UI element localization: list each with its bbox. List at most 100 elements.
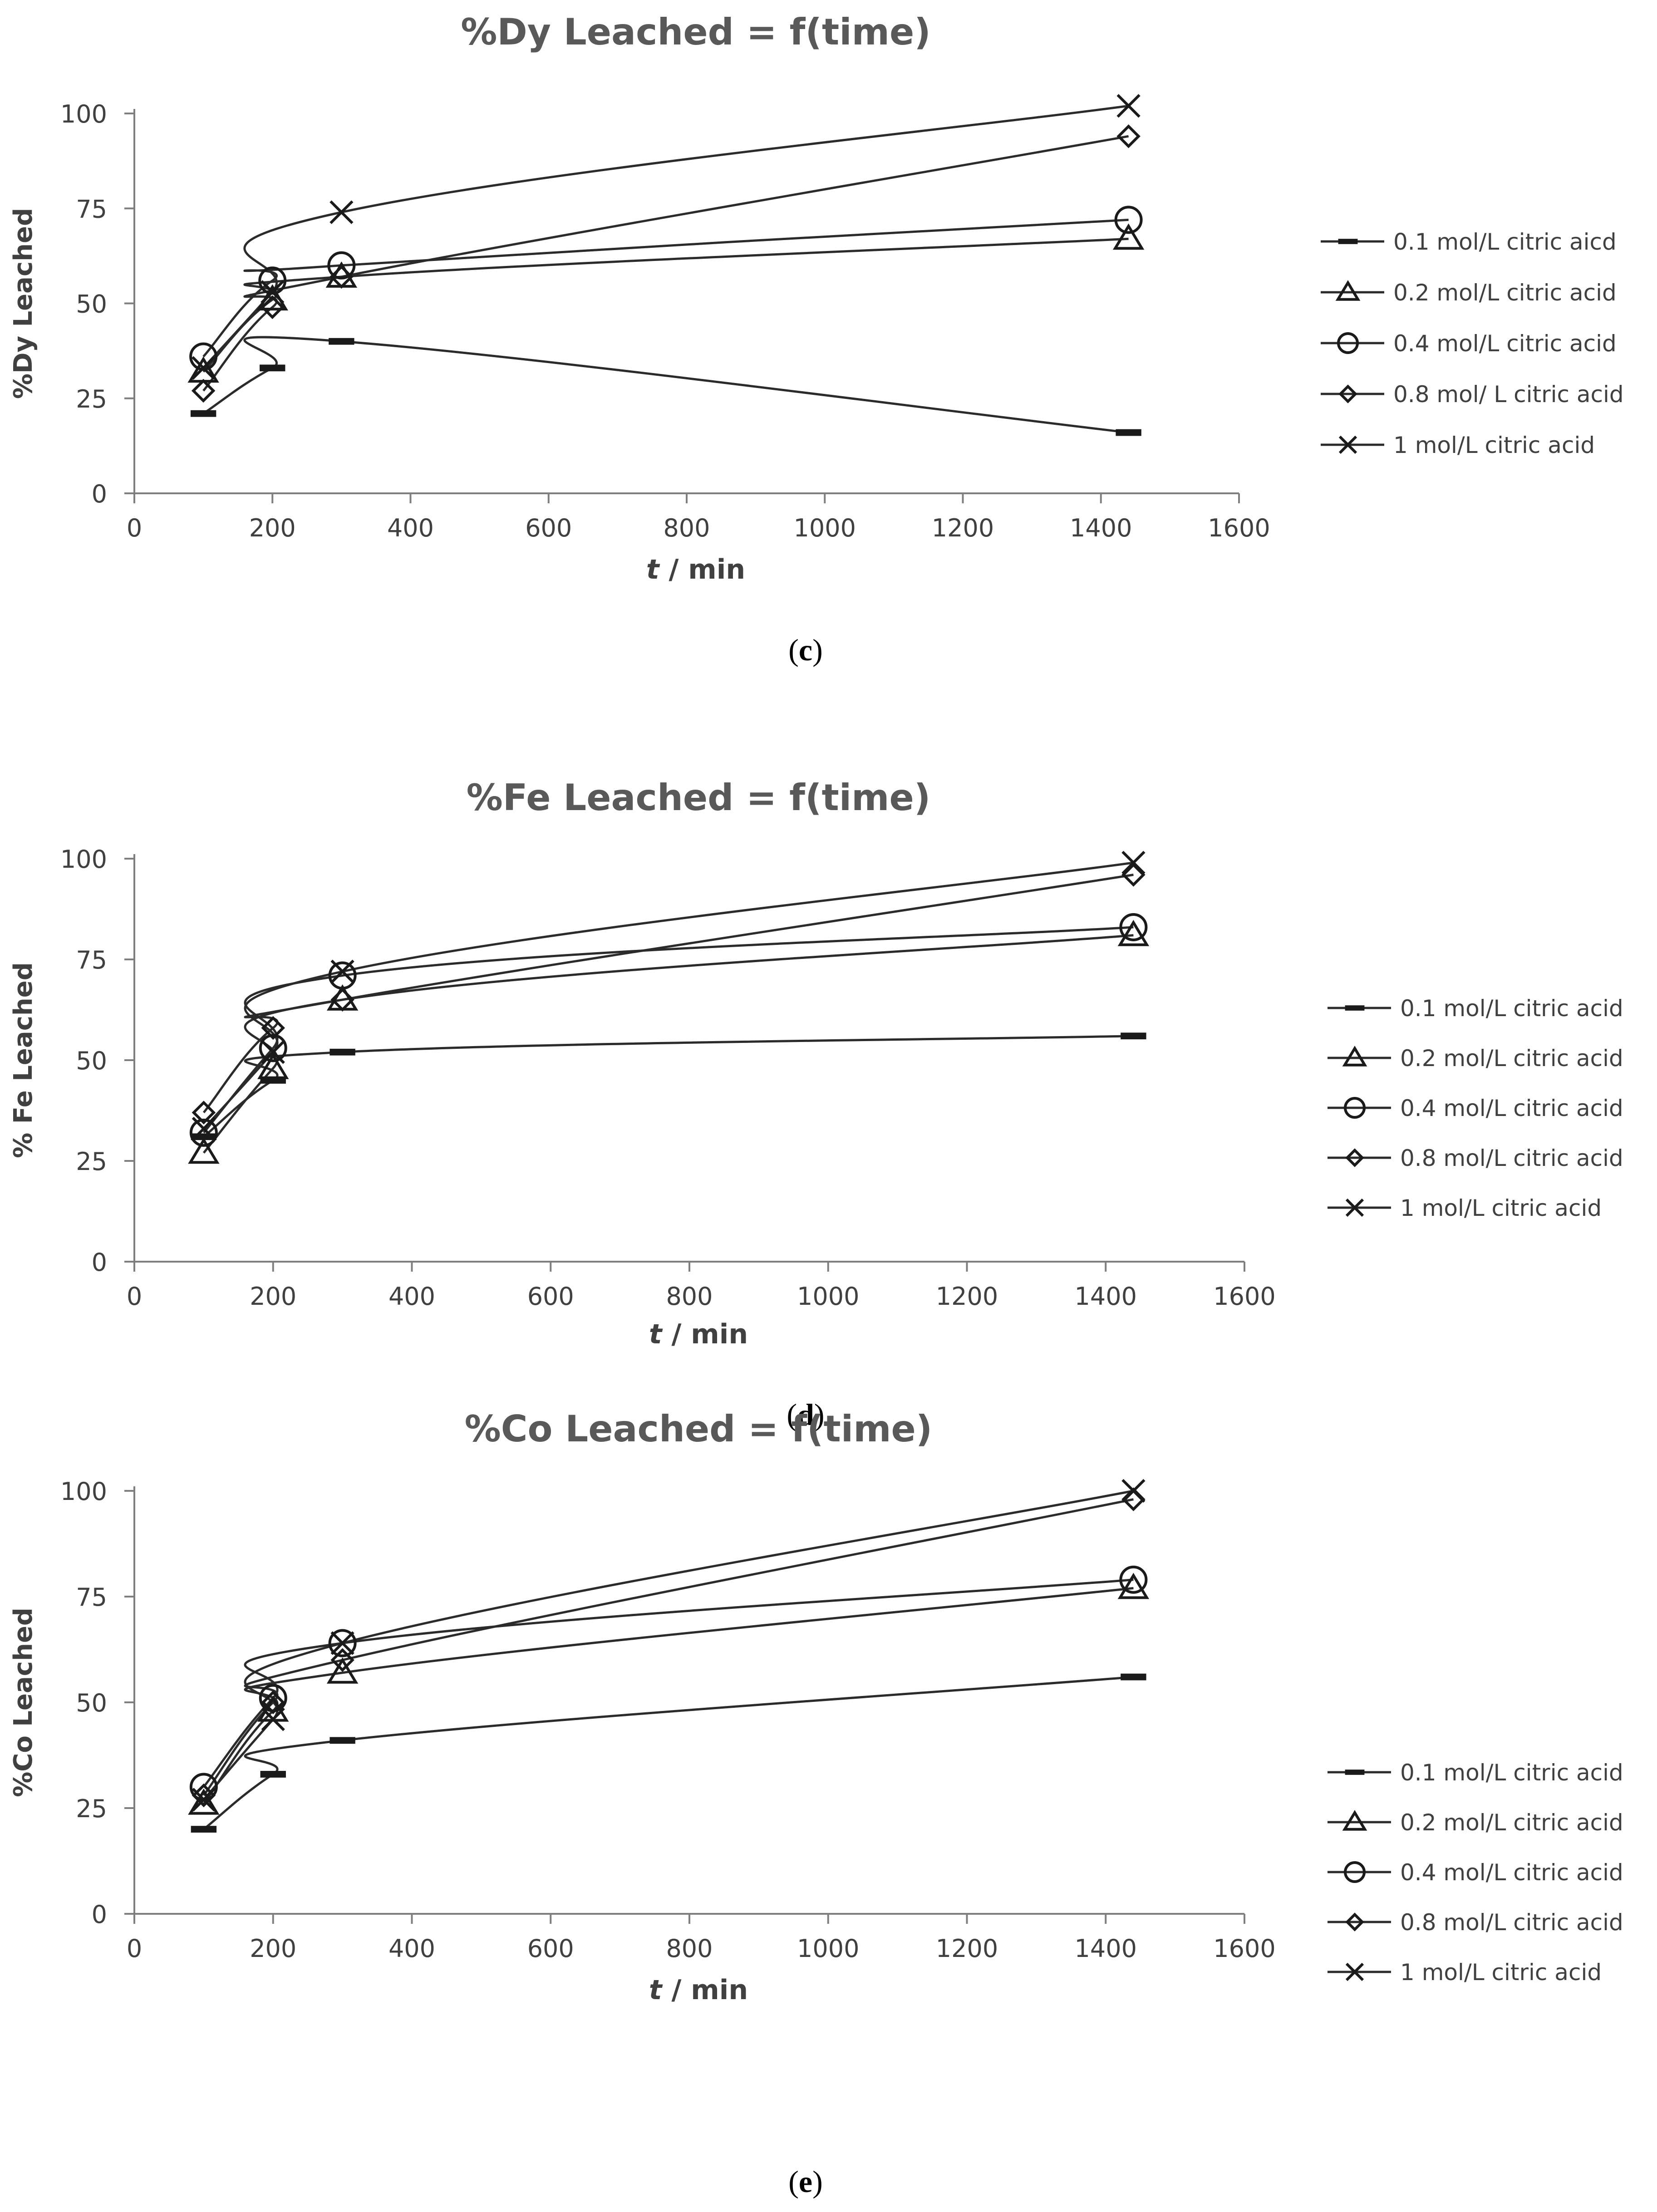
data-point-series-3 <box>259 1034 287 1062</box>
legend-marker-diamond <box>1338 384 1357 403</box>
data-point-series-2 <box>188 1788 220 1815</box>
series-line-2 <box>202 237 1129 373</box>
data-point-series-3 <box>1114 206 1143 234</box>
x-tick-label: 0 <box>127 1934 142 1963</box>
x-tick-label: 600 <box>527 1282 574 1311</box>
legend-marker-triangle <box>1342 1810 1367 1831</box>
legend-label: 0.8 mol/L citric acid <box>1400 1145 1623 1171</box>
data-point-series-2 <box>326 1657 359 1684</box>
x-tick-label: 1000 <box>797 1934 859 1963</box>
y-tick-label: 100 <box>60 100 107 128</box>
x-tick-label: 1600 <box>1208 514 1270 542</box>
data-point-series-5 <box>1121 850 1146 875</box>
data-point-series-1 <box>1121 1032 1146 1040</box>
data-point-series-1 <box>260 1771 286 1778</box>
data-point-series-5 <box>261 1040 285 1064</box>
y-tick-label: 100 <box>60 845 107 874</box>
y-tick-label: 75 <box>76 195 107 223</box>
x-tick-label: 600 <box>525 514 572 542</box>
data-point-series-1 <box>190 410 216 417</box>
legend-marker-dash <box>1345 1005 1365 1011</box>
data-point-series-3 <box>1119 913 1148 941</box>
legend-item: 0.1 mol/L citric acid <box>1328 1760 1623 1786</box>
legend-label: 0.1 mol/L citric acid <box>1400 1760 1623 1786</box>
y-tick-label: 50 <box>76 1047 107 1075</box>
data-point-series-3 <box>1119 1565 1148 1594</box>
y-tick-label: 0 <box>92 480 107 508</box>
legend-label: 0.2 mol/L citric acid <box>1393 280 1617 306</box>
data-point-series-2 <box>1112 223 1145 250</box>
data-point-series-4 <box>330 1648 354 1672</box>
chart-title: %Fe Leached = f(time) <box>467 777 931 819</box>
data-point-series-1 <box>329 1048 355 1056</box>
legend-item: 0.1 mol/L citric acid <box>1328 995 1623 1022</box>
series-line-3 <box>202 926 1134 1134</box>
legend-label: 0.4 mol/L citric acid <box>1400 1859 1623 1886</box>
data-point-series-4 <box>261 1690 285 1715</box>
legend-marker-diamond <box>1345 1148 1364 1167</box>
data-point-series-1 <box>1116 429 1141 436</box>
legend-label: 0.4 mol/L citric acid <box>1393 330 1617 357</box>
legend-marker-diamond <box>1345 1912 1364 1932</box>
legend-marker-circle <box>1337 332 1359 354</box>
legend-item: 0.8 mol/L citric acid <box>1328 1145 1623 1171</box>
legend-label: 1 mol/L citric acid <box>1393 432 1595 458</box>
x-tick-label: 1400 <box>1075 1282 1137 1311</box>
caption-close-paren: ) <box>812 633 823 667</box>
legend-label: 0.1 mol/L citric aicd <box>1393 229 1617 255</box>
data-point-series-4 <box>1121 863 1146 887</box>
x-tick-label: 1200 <box>932 514 994 542</box>
x-tick-label: 200 <box>250 1934 296 1963</box>
series-line-1 <box>202 336 1129 434</box>
x-tick-label: 400 <box>388 1934 435 1963</box>
data-point-series-5 <box>329 200 354 224</box>
x-tick-label: 800 <box>663 514 710 542</box>
x-tick-label: 1400 <box>1070 514 1132 542</box>
chart-title: %Co Leached = f(time) <box>465 1408 933 1450</box>
data-point-series-4 <box>1116 124 1141 148</box>
caption-open-paren: ( <box>788 2164 799 2199</box>
y-tick-label: 25 <box>76 1147 107 1176</box>
legend-label: 0.8 mol/L citric acid <box>1400 1909 1623 1936</box>
data-point-series-1 <box>260 364 285 372</box>
x-tick-label: 1600 <box>1213 1282 1275 1311</box>
data-point-series-4 <box>261 295 285 320</box>
x-axis-variable: t <box>646 554 660 585</box>
legend-marker-triangle <box>1335 280 1361 301</box>
data-point-series-4 <box>329 265 354 289</box>
data-point-series-5 <box>192 356 216 380</box>
series-line-1 <box>203 1676 1134 1830</box>
caption-letter: d <box>797 1397 814 1432</box>
data-point-series-5 <box>1116 94 1141 118</box>
legend-item: 1 mol/L citric acid <box>1328 1195 1602 1221</box>
data-point-series-1 <box>329 1737 355 1744</box>
legend-marker-dash <box>1345 1770 1365 1775</box>
data-point-series-3 <box>189 1118 218 1147</box>
data-point-series-5 <box>192 1116 216 1141</box>
x-axis-unit: / min <box>659 554 746 585</box>
legend-item: 0.8 mol/L citric acid <box>1328 1909 1623 1936</box>
caption-close-paren: ) <box>812 2164 823 2199</box>
x-tick-label: 400 <box>388 1282 435 1311</box>
data-point-series-5 <box>192 1788 216 1812</box>
legend-label: 0.8 mol/ L citric acid <box>1393 381 1624 408</box>
x-axis-label: t / min <box>646 554 745 585</box>
data-point-series-5 <box>330 1631 354 1655</box>
y-axis-label: %Dy Leached <box>9 208 38 399</box>
series-line-5 <box>202 104 1129 369</box>
x-axis-label: t / min <box>649 1974 748 2006</box>
series-line-4 <box>202 874 1134 1114</box>
y-tick-label: 75 <box>76 1583 107 1612</box>
x-axis-label: t / min <box>649 1318 748 1350</box>
x-tick-label: 1200 <box>936 1934 998 1963</box>
series-line-2 <box>202 1587 1134 1805</box>
legend-item: 0.4 mol/L citric acid <box>1321 330 1617 357</box>
legend-item: 1 mol/L citric acid <box>1328 1959 1602 1986</box>
caption-letter: c <box>799 633 812 667</box>
legend-marker-circle <box>1344 1861 1366 1883</box>
y-tick-label: 100 <box>60 1477 107 1506</box>
x-axis-unit: / min <box>662 1318 748 1350</box>
